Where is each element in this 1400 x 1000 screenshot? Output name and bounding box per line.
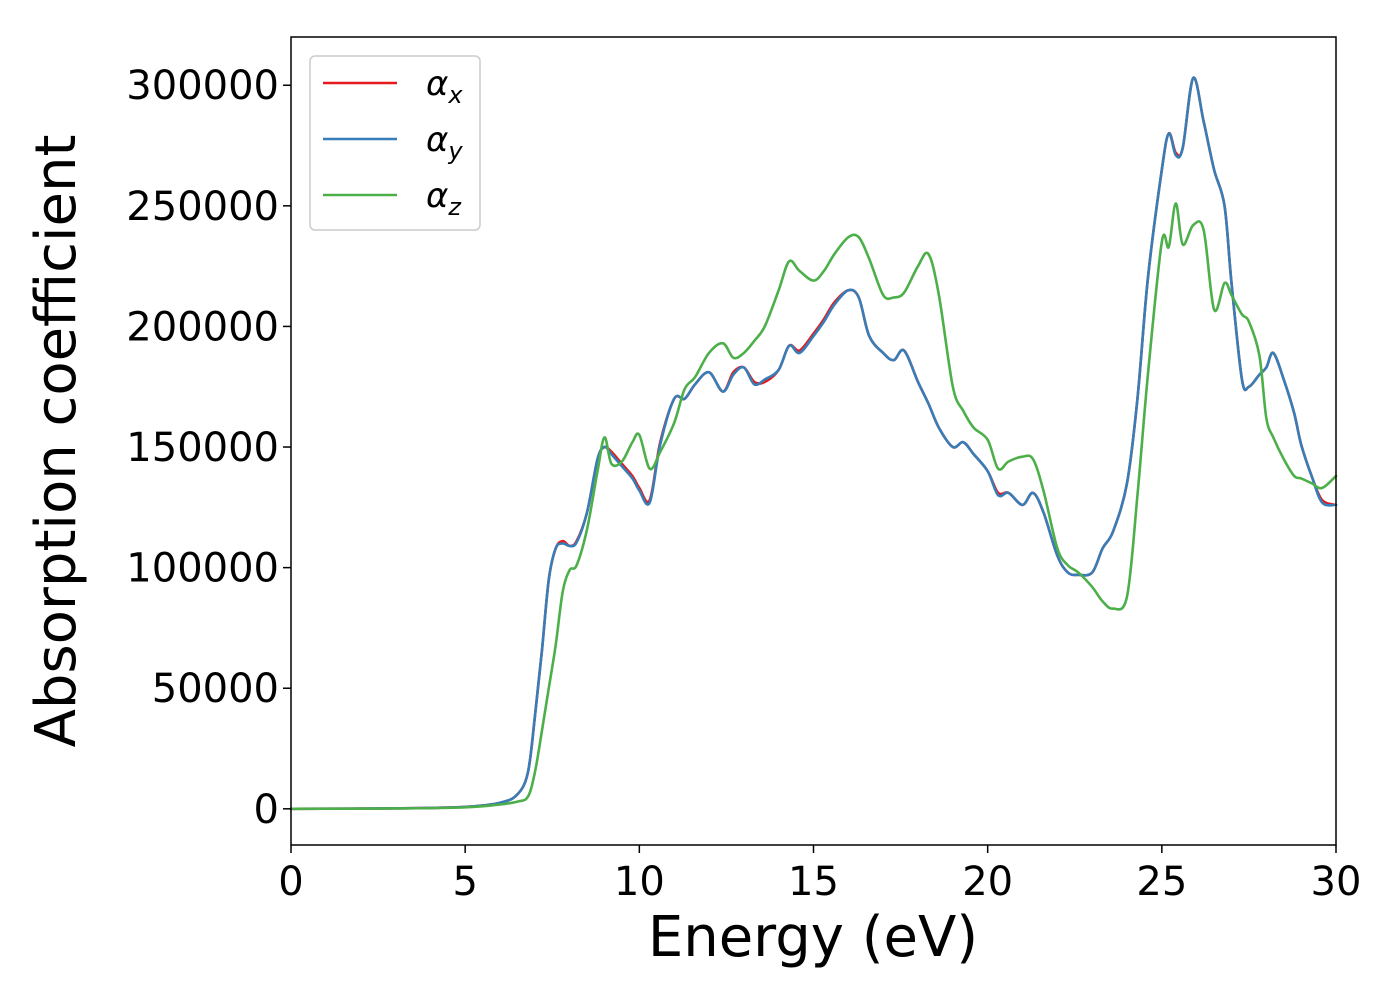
- x-tick-label: 10: [614, 859, 665, 905]
- legend: αx αy αz: [309, 55, 481, 231]
- x-tick-label: 0: [278, 859, 303, 905]
- y-tick-label: 200000: [126, 304, 279, 350]
- series-line-z: [289, 202, 1338, 811]
- x-tick-label: 30: [1311, 859, 1362, 905]
- legend-label-x: αx: [426, 64, 463, 109]
- x-tick-label: 20: [962, 859, 1013, 905]
- x-tick-label: 25: [1136, 859, 1187, 905]
- y-tick-label: 250000: [126, 184, 279, 230]
- x-tick-label: 5: [452, 859, 477, 905]
- x-axis: 0 5 10 15 20 25 30: [278, 845, 1361, 905]
- legend-label-z: αz: [426, 176, 462, 221]
- legend-label-y: αy: [426, 120, 463, 165]
- y-axis-label: Absorption coefficient: [24, 135, 89, 748]
- y-tick-label: 150000: [126, 425, 279, 471]
- y-tick-label: 0: [254, 787, 279, 833]
- y-tick-label: 50000: [152, 666, 279, 712]
- y-tick-label: 100000: [126, 546, 279, 592]
- x-tick-label: 15: [788, 859, 839, 905]
- legend-box: [309, 55, 481, 231]
- y-axis: 0 50000 100000 150000 200000 250000 300000: [126, 63, 291, 833]
- series-line-y: [289, 76, 1338, 811]
- x-axis-label: Energy (eV): [648, 905, 978, 970]
- y-tick-label: 300000: [126, 63, 279, 109]
- series-layer: [289, 76, 1338, 811]
